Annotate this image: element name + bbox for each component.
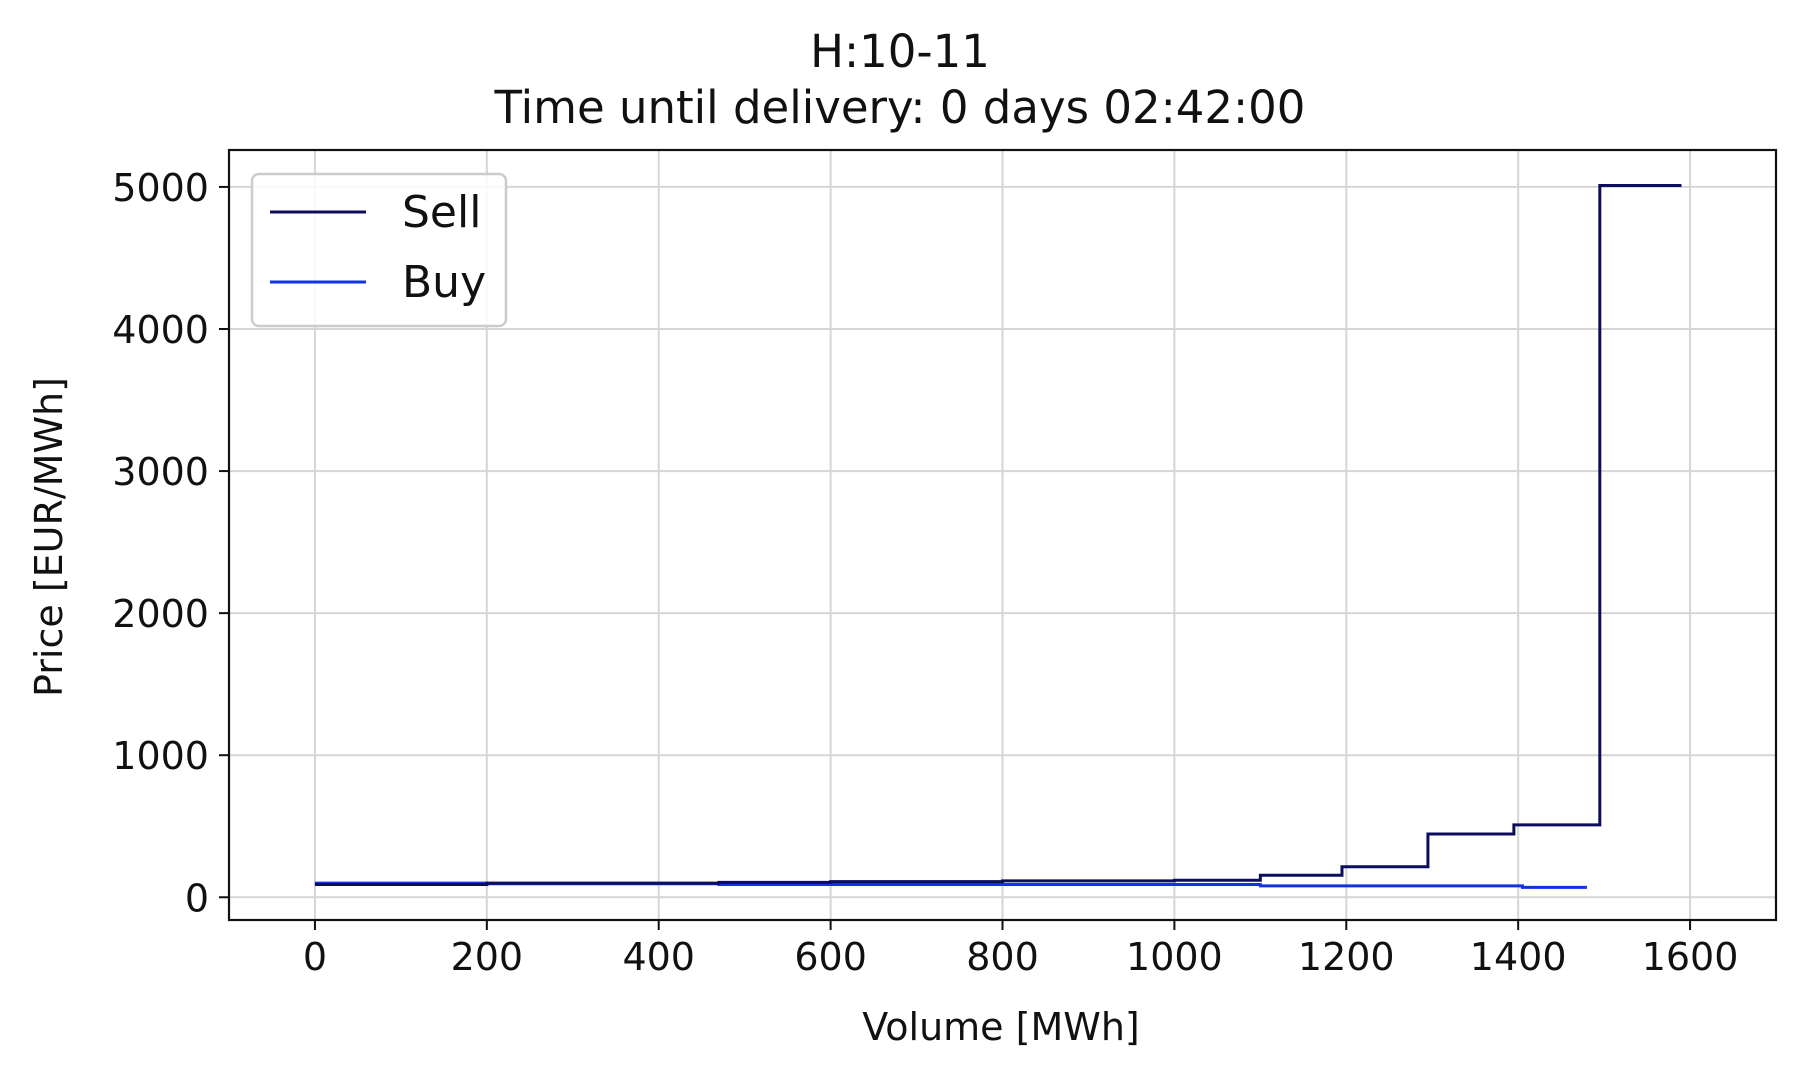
x-tick-label: 400: [622, 935, 695, 979]
x-tick-label: 1400: [1470, 935, 1567, 979]
chart-title: H:10-11: [810, 25, 990, 78]
y-tick-label: 3000: [112, 450, 209, 494]
x-tick-label: 1200: [1298, 935, 1395, 979]
y-tick-label: 0: [185, 876, 209, 920]
legend: Sell Buy: [250, 172, 508, 328]
x-axis-label: Volume [MWh]: [862, 1005, 1140, 1049]
chart-subtitle: Time until delivery: 0 days 02:42:00: [494, 81, 1306, 134]
x-tick-label: 800: [966, 935, 1039, 979]
y-tick-label: 5000: [112, 166, 209, 210]
legend-label-buy: Buy: [402, 257, 486, 308]
y-axis-label: Price [EUR/MWh]: [27, 377, 71, 697]
series-layer: [314, 184, 1682, 889]
x-tick-label: 200: [451, 935, 524, 979]
series-line-sell: [314, 184, 1682, 886]
x-tick-label: 1000: [1126, 935, 1223, 979]
y-tick-label: 2000: [112, 592, 209, 636]
y-tick-label: 4000: [112, 308, 209, 352]
y-tick-label: 1000: [112, 734, 209, 778]
x-tick-label: 0: [303, 935, 327, 979]
x-tick-label: 1600: [1642, 935, 1739, 979]
x-tick-label: 600: [794, 935, 867, 979]
legend-label-sell: Sell: [402, 187, 481, 238]
tick-layer: 0 200 400 600 800 1000 1200 1400 1600 0 1000 2000 30…: [112, 166, 1738, 979]
